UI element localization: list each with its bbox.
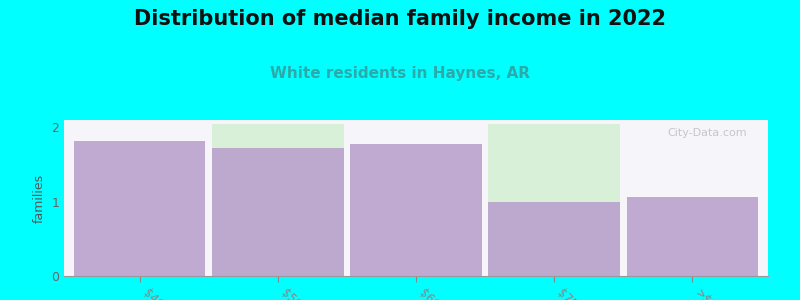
Y-axis label: families: families (33, 173, 46, 223)
Bar (489, 124, 620, 276)
Bar (212, 148, 343, 276)
Bar (212, 124, 343, 276)
Text: City-Data.com: City-Data.com (667, 128, 747, 138)
Bar (74, 141, 206, 276)
Bar (626, 197, 758, 276)
Text: Distribution of median family income in 2022: Distribution of median family income in … (134, 9, 666, 29)
Text: White residents in Haynes, AR: White residents in Haynes, AR (270, 66, 530, 81)
Bar (489, 202, 620, 276)
Bar (350, 144, 482, 276)
